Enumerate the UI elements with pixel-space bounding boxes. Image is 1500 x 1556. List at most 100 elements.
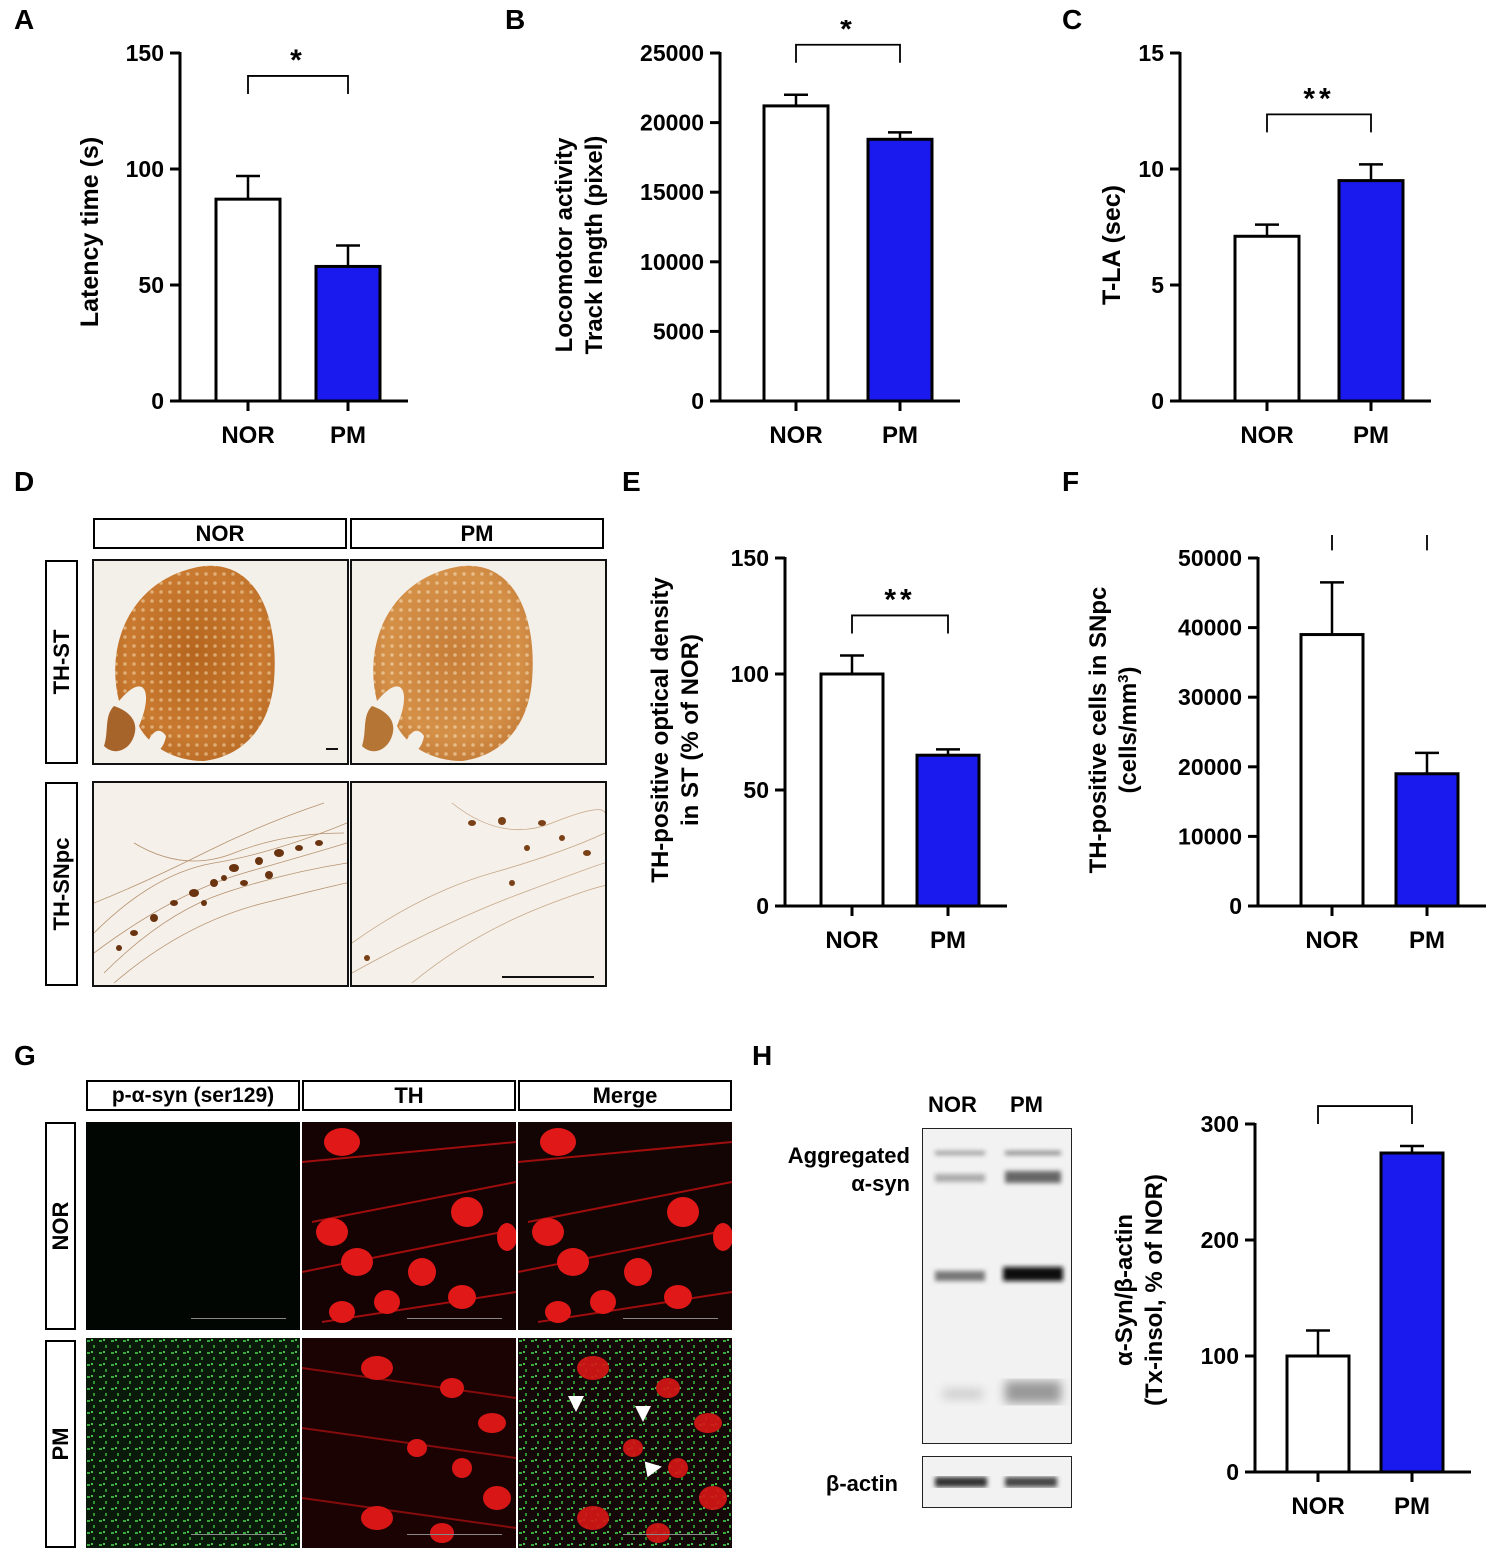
- y-tick-label: 15: [1138, 40, 1164, 66]
- th-neurons-pm: [302, 1356, 516, 1543]
- bar-pm: [1394, 772, 1460, 908]
- y-tick-label: 50000: [1178, 545, 1242, 571]
- d-row-header-th-snpc: TH-SNpc: [45, 782, 78, 986]
- significance-bracket: [247, 75, 349, 94]
- h-blot-actin: [922, 1456, 1072, 1508]
- bar-nor: [1299, 633, 1365, 908]
- psyn-speckle-pm: [86, 1338, 300, 1548]
- blot-bands: [935, 1151, 1063, 1403]
- panel-letter-b: B: [505, 4, 526, 35]
- snpc-stain-pm: [352, 802, 605, 984]
- g-col-header-psyn: p-α-syn (ser129): [86, 1080, 300, 1111]
- chart-f: 01000020000300004000050000NORPM*TH-posit…: [1085, 535, 1486, 954]
- panel-letter-f: F: [1062, 466, 1080, 497]
- y-tick-label: 50: [138, 272, 164, 298]
- y-tick-label: 15000: [640, 179, 704, 205]
- y-tick-label: 20000: [640, 110, 704, 136]
- y-tick-label: 0: [1229, 893, 1242, 919]
- y-tick-label: 0: [151, 388, 164, 414]
- y-tick-label: 100: [731, 661, 769, 687]
- y-axis-label-line2: (Tx-insol, % of NOR): [1141, 1174, 1168, 1406]
- actin-bands: [935, 1477, 1057, 1487]
- x-tick-label: NOR: [1240, 422, 1293, 449]
- striatum-stain-pm: [352, 561, 605, 763]
- x-tick-label: NOR: [825, 927, 878, 954]
- y-tick-label: 5000: [653, 318, 704, 344]
- d-col-header-pm: PM: [350, 518, 604, 549]
- x-tick-label: PM: [930, 927, 966, 954]
- g-row-header-pm: PM: [45, 1340, 76, 1548]
- d-image-nor-th-st: [92, 559, 349, 765]
- bar-pm: [1337, 179, 1405, 403]
- x-tick-label: PM: [882, 422, 918, 449]
- panel-letter-c: C: [1062, 4, 1083, 35]
- h-loading-label: β-actin: [825, 1471, 898, 1496]
- g-image-nor-merge: [518, 1122, 732, 1330]
- significance-marker: **: [1303, 82, 1334, 115]
- x-tick-label: NOR: [1305, 927, 1358, 954]
- d-image-pm-th-snpc: [350, 781, 607, 987]
- bar-nor: [1285, 1354, 1351, 1474]
- y-axis-label-line1: α-Syn/β-actin: [1111, 1214, 1138, 1366]
- g-image-pm-psyn: [86, 1338, 300, 1548]
- x-tick-label: NOR: [221, 422, 274, 449]
- bar-nor: [214, 197, 282, 403]
- panel-letter-h: H: [752, 1040, 773, 1071]
- bar-pm: [915, 753, 981, 908]
- significance-marker: **: [1349, 1100, 1380, 1107]
- chart-h: 0 100 200 300 NOR PM ** α-Syn/β-actin(Tx-insol,…: [1111, 1100, 1471, 1520]
- y-axis-label-line1: Locomotor activity: [551, 137, 578, 352]
- arrowhead-icon: [644, 1461, 662, 1478]
- bar-nor: [762, 104, 830, 403]
- d-image-nor-th-snpc: [92, 781, 349, 987]
- merge-neurons-nor: [518, 1128, 732, 1323]
- panel-letter-g: G: [14, 1040, 36, 1071]
- panel-letter-e: E: [622, 466, 641, 497]
- y-tick-label: 0: [691, 388, 704, 414]
- g-col-header-merge: Merge: [518, 1080, 732, 1111]
- y-tick-label: 50: [743, 777, 769, 803]
- d-row-header-th-st: TH-ST: [45, 560, 78, 764]
- y-axis-label: Latency time (s): [76, 137, 104, 327]
- x-tick-label: NOR: [769, 422, 822, 449]
- y-axis-label: T-LA (sec): [1098, 185, 1126, 305]
- bar-pm: [866, 137, 934, 403]
- chart-e: 0 50 100 150 NOR PM ** TH-positive optical dens…: [647, 545, 1007, 954]
- significance-marker: *: [290, 44, 306, 77]
- g-col-header-th: TH: [302, 1080, 516, 1111]
- h-lane-label-nor: NOR: [928, 1092, 977, 1117]
- y-tick-label: 0: [756, 893, 769, 919]
- chart-c: 0 5 10 15 NOR PM ** T-LA (sec): [1098, 40, 1431, 449]
- y-tick-label: 30000: [1178, 684, 1242, 710]
- x-tick-label: PM: [1394, 1493, 1430, 1520]
- significance-marker: **: [884, 583, 915, 616]
- y-tick-label: 150: [126, 40, 164, 66]
- panel-letter-a: A: [14, 4, 35, 35]
- merge-neurons-pm: [518, 1338, 732, 1548]
- y-axis-label-line2: in ST (% of NOR): [677, 634, 704, 826]
- y-tick-label: 100: [1201, 1343, 1239, 1369]
- y-tick-label: 0: [1226, 1459, 1239, 1485]
- arrowhead-icon: [568, 1396, 584, 1412]
- g-image-pm-th: [302, 1338, 516, 1548]
- significance-bracket: [851, 614, 949, 634]
- bar-pm: [314, 264, 382, 403]
- snpc-stain-nor: [94, 802, 347, 984]
- significance-marker: *: [840, 20, 856, 46]
- significance-bracket: [1266, 113, 1372, 133]
- g-image-nor-psyn: [86, 1122, 300, 1330]
- y-tick-label: 40000: [1178, 615, 1242, 641]
- x-tick-label: NOR: [1291, 1493, 1344, 1520]
- significance-bracket: [795, 43, 901, 63]
- chart-a: 0 50 100 150 NOR PM * Latency time (s): [76, 40, 408, 449]
- x-tick-label: PM: [1409, 927, 1445, 954]
- y-tick-label: 10000: [1178, 823, 1242, 849]
- d-image-pm-th-st: [350, 559, 607, 765]
- y-axis-label-line1: TH-positive optical density: [647, 577, 674, 883]
- g-image-nor-th: [302, 1122, 516, 1330]
- y-axis-label-line2: (cells/mm3): [1115, 666, 1142, 793]
- bar-nor: [819, 672, 885, 908]
- g-row-header-nor: NOR: [45, 1122, 76, 1330]
- g-image-pm-merge: [518, 1338, 732, 1548]
- y-tick-label: 25000: [640, 40, 704, 66]
